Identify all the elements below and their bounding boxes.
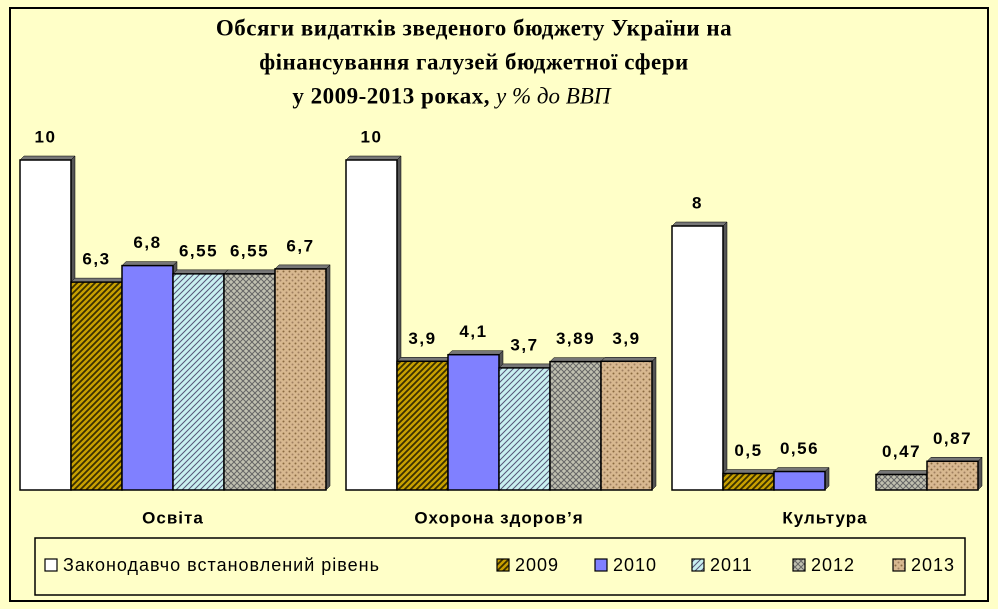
data-label: 6,3: [82, 250, 110, 269]
bar: [223, 273, 276, 491]
bar: [345, 159, 398, 491]
data-label: 6,55: [230, 241, 269, 260]
legend-marker: [594, 558, 608, 572]
legend-label: Законодавчо встановлений рівень: [63, 555, 380, 575]
bar: [447, 353, 500, 491]
data-label: 10: [35, 127, 57, 146]
data-label: 3,89: [556, 329, 595, 348]
data-label: 6,55: [179, 241, 218, 260]
chart-border: [9, 7, 989, 602]
legend-marker: [44, 558, 58, 572]
data-label: 3,7: [510, 335, 538, 354]
bar: [19, 159, 72, 491]
legend-marker: [691, 558, 705, 572]
bar: [549, 360, 602, 491]
legend-marker: [792, 558, 806, 572]
legend-marker: [496, 558, 510, 572]
chart-subtitle: у % до ВВП: [494, 83, 612, 108]
chart-title: у 2009-2013 роках,: [292, 83, 490, 108]
bar: [600, 360, 653, 491]
legend-label: 2011: [710, 555, 753, 575]
bar: [875, 473, 928, 491]
data-label: 0,87: [933, 429, 972, 448]
data-label: 8: [692, 193, 703, 212]
bar: [498, 367, 551, 491]
data-label: 0,5: [734, 441, 762, 460]
data-label: 4,1: [459, 322, 487, 341]
bar: [722, 472, 775, 491]
chart-title: Обсяги видатків зведеного бюджету Україн…: [216, 15, 732, 40]
legend-label: 2010: [613, 555, 657, 575]
chart-title: фінансування галузей бюджетної сфери: [259, 49, 689, 74]
data-label: 3,9: [408, 329, 436, 348]
legend-label: 2009: [515, 555, 559, 575]
bar: [274, 268, 327, 491]
data-label: 0,56: [780, 439, 819, 458]
bar: [396, 360, 449, 491]
legend-label: 2012: [811, 555, 855, 575]
data-label: 10: [361, 127, 383, 146]
bar: [172, 273, 225, 491]
legend-label: 2013: [911, 555, 955, 575]
data-label: 6,7: [286, 236, 314, 255]
x-tick-label: Культура: [782, 508, 867, 527]
x-tick-label: Освіта: [142, 508, 204, 527]
legend-marker: [892, 558, 906, 572]
bar: [773, 470, 826, 491]
data-label: 0,47: [882, 442, 921, 461]
bar: [926, 460, 979, 491]
x-tick-label: Охорона здоров’я: [414, 508, 583, 527]
bar: [121, 264, 174, 491]
data-label: 3,9: [612, 329, 640, 348]
bar: [70, 281, 123, 491]
data-label: 6,8: [133, 233, 161, 252]
bar: [671, 225, 724, 491]
